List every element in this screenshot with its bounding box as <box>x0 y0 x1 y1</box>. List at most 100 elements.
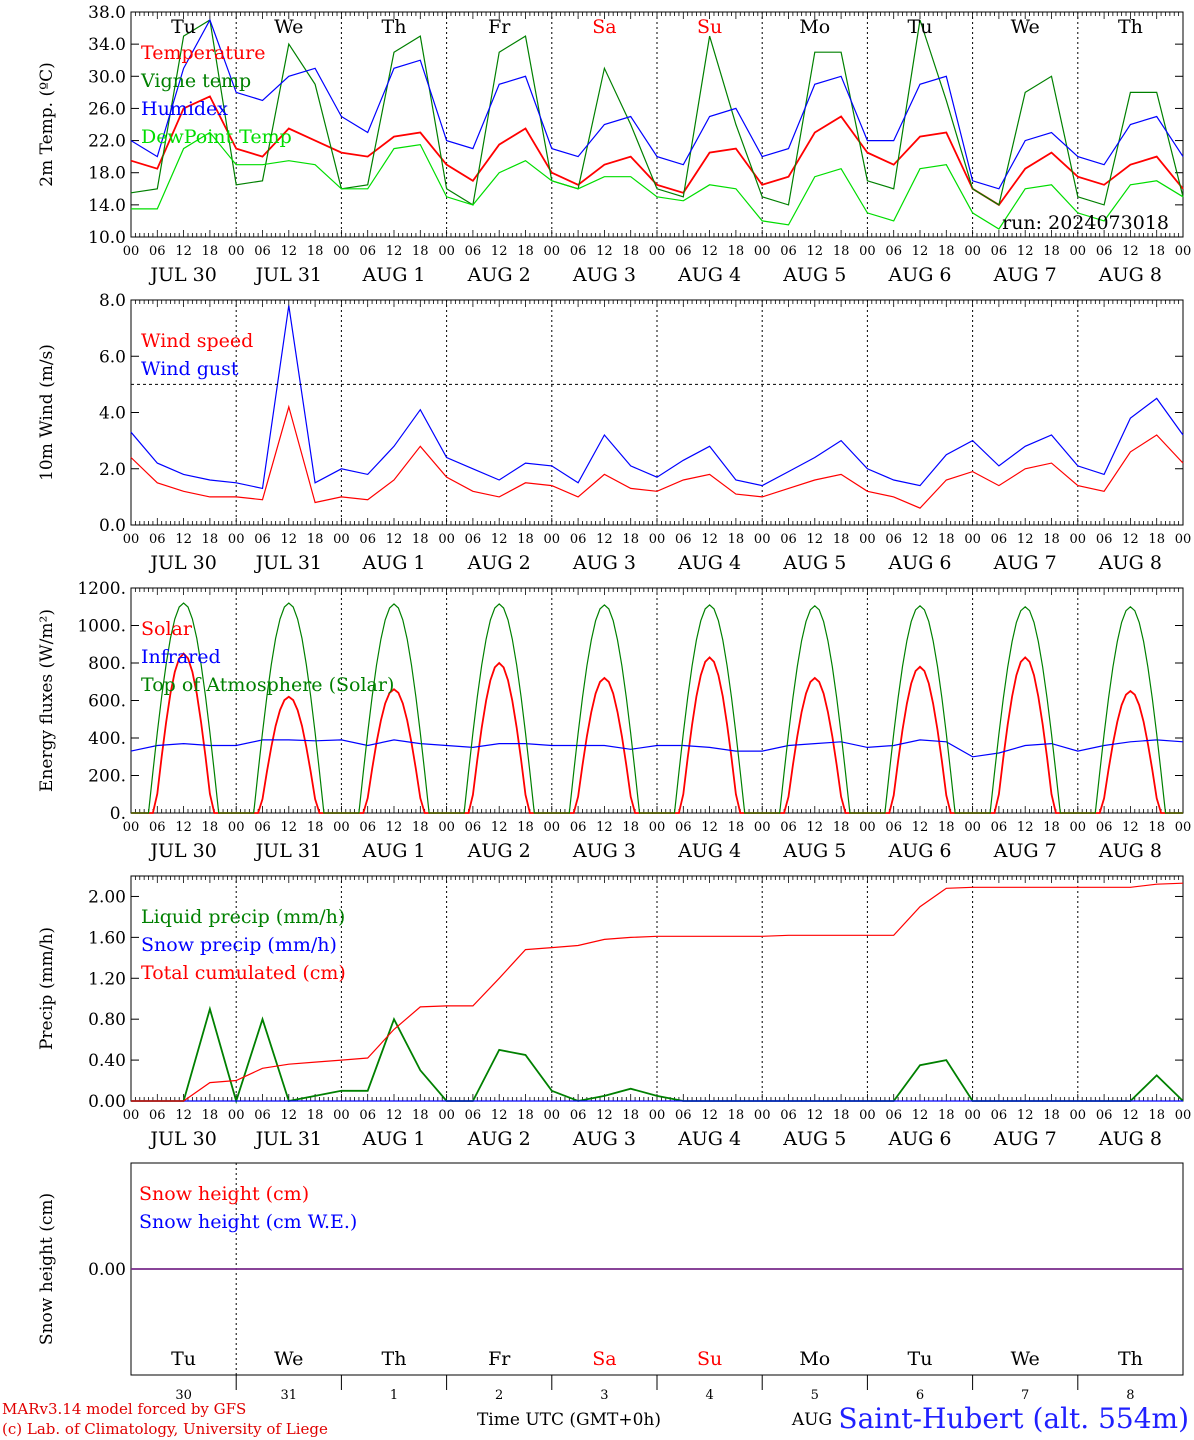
hour-label: 18 <box>307 820 324 835</box>
legend-entry: DewPoint Temp <box>141 126 292 148</box>
hour-label: 00 <box>123 1108 140 1123</box>
hour-label: 00 <box>1070 532 1087 547</box>
hour-label: 06 <box>885 532 902 547</box>
y-axis-title: Energy fluxes (W/m²) <box>37 609 57 792</box>
hour-label: 06 <box>885 820 902 835</box>
hour-label: 06 <box>465 532 482 547</box>
y-tick-label: 22.0 <box>88 132 126 152</box>
day-name: Mo <box>799 16 830 38</box>
legend-entry: Total cumulated (cm) <box>141 962 346 984</box>
hour-label: 18 <box>728 820 745 835</box>
date-label: AUG 1 <box>361 264 425 286</box>
day-number: 7 <box>1021 1388 1029 1403</box>
legend-entry: Snow height (cm W.E.) <box>139 1211 357 1233</box>
hour-label: 18 <box>728 1108 745 1123</box>
hour-label: 06 <box>991 532 1008 547</box>
hour-label: 12 <box>1017 820 1034 835</box>
date-label: AUG 1 <box>361 552 425 574</box>
legend-entry: Infrared <box>141 646 221 668</box>
hour-label: 06 <box>254 532 271 547</box>
hour-label: 06 <box>780 820 797 835</box>
date-label: AUG 6 <box>887 552 951 574</box>
hour-label: 12 <box>386 532 403 547</box>
hour-label: 18 <box>833 532 850 547</box>
hour-label: 18 <box>517 244 534 259</box>
hour-label: 06 <box>675 244 692 259</box>
hour-label: 00 <box>123 244 140 259</box>
hour-label: 00 <box>754 532 771 547</box>
hour-label: 00 <box>228 244 245 259</box>
hour-label: 00 <box>123 532 140 547</box>
date-label: AUG 3 <box>572 552 636 574</box>
y-tick-label: 4.0 <box>99 404 126 424</box>
hour-label: 12 <box>175 244 192 259</box>
hour-label: 12 <box>912 532 929 547</box>
hour-label: 06 <box>1096 820 1113 835</box>
y-tick-label: 18.0 <box>88 164 126 184</box>
day-name: We <box>1011 1348 1040 1370</box>
series-dewpoint-temp <box>131 131 1184 230</box>
y-tick-label: 2.0 <box>99 460 126 480</box>
hour-label: 18 <box>728 532 745 547</box>
legend-entry: Humidex <box>141 98 228 120</box>
hour-label: 18 <box>412 1108 429 1123</box>
legend-entry: Liquid precip (mm/h) <box>141 906 345 928</box>
day-name: Su <box>697 1348 722 1370</box>
date-label: JUL 31 <box>254 1128 322 1150</box>
hour-label: 12 <box>912 820 929 835</box>
hour-label: 18 <box>938 532 955 547</box>
date-label: AUG 2 <box>467 1128 531 1150</box>
hour-label: 00 <box>333 1108 350 1123</box>
hour-label: 00 <box>544 244 561 259</box>
y-tick-label: 0.80 <box>88 1010 126 1030</box>
hour-label: 18 <box>202 820 219 835</box>
date-label: AUG 4 <box>677 840 741 862</box>
hour-label: 00 <box>438 1108 455 1123</box>
legend-entry: Vigne temp <box>140 70 251 92</box>
date-label: AUG 6 <box>887 1128 951 1150</box>
hour-label: 18 <box>833 820 850 835</box>
hour-label: 06 <box>1096 532 1113 547</box>
hour-label: 00 <box>438 244 455 259</box>
hour-label: 18 <box>1043 820 1060 835</box>
hour-label: 00 <box>964 244 981 259</box>
hour-label: 12 <box>701 244 718 259</box>
hour-label: 00 <box>964 532 981 547</box>
y-tick-label: 0.40 <box>88 1051 126 1071</box>
hour-label: 06 <box>1096 1108 1113 1123</box>
hour-label: 12 <box>807 820 824 835</box>
date-label: AUG 1 <box>361 840 425 862</box>
hour-label: 00 <box>333 532 350 547</box>
series-total-cumulated-cm- <box>131 882 1184 1102</box>
hour-label: 00 <box>438 820 455 835</box>
hour-label: 12 <box>281 244 298 259</box>
hour-label: 18 <box>202 532 219 547</box>
legend-entry: Temperature <box>141 42 265 64</box>
hour-label: 12 <box>1017 1108 1034 1123</box>
day-number: 30 <box>175 1388 192 1403</box>
date-label: AUG 3 <box>572 840 636 862</box>
y-tick-label: 2.00 <box>88 887 126 907</box>
hour-label: 06 <box>254 244 271 259</box>
day-name: Fr <box>488 1348 511 1370</box>
day-name: We <box>1011 16 1040 38</box>
hour-label: 12 <box>281 1108 298 1123</box>
hour-label: 12 <box>386 1108 403 1123</box>
hour-label: 12 <box>701 820 718 835</box>
hour-label: 18 <box>202 244 219 259</box>
hour-label: 06 <box>991 244 1008 259</box>
hour-label: 00 <box>1070 1108 1087 1123</box>
series-wind-speed <box>130 404 1184 509</box>
date-label: AUG 4 <box>677 264 741 286</box>
hour-label: 06 <box>359 244 376 259</box>
hour-label: 00 <box>228 532 245 547</box>
hour-label: 12 <box>912 244 929 259</box>
hour-label: 18 <box>202 1108 219 1123</box>
hour-label: 00 <box>649 1108 666 1123</box>
hour-label: 00 <box>438 532 455 547</box>
hour-label: 18 <box>1043 532 1060 547</box>
hour-label: 06 <box>780 244 797 259</box>
date-label: AUG 5 <box>782 552 846 574</box>
hour-label: 06 <box>570 244 587 259</box>
hour-label: 12 <box>701 532 718 547</box>
